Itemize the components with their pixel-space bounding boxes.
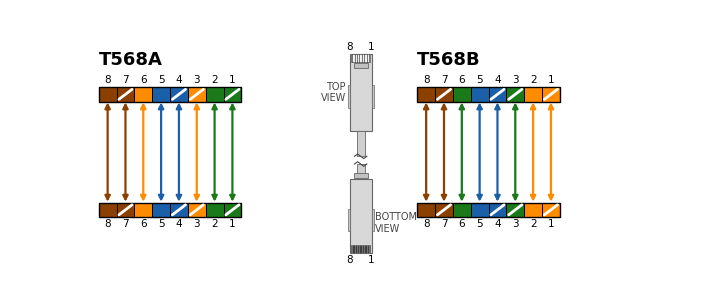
Bar [418, 87, 435, 102]
Text: 2: 2 [530, 75, 536, 85]
Text: 3: 3 [512, 75, 519, 85]
Bar [170, 203, 188, 217]
Bar [357, 131, 365, 156]
Bar [506, 203, 524, 217]
Text: 1: 1 [229, 219, 236, 229]
Bar [170, 87, 188, 102]
Bar [98, 203, 117, 217]
Text: 7: 7 [441, 219, 447, 229]
Text: 8: 8 [347, 255, 353, 265]
Text: 2: 2 [212, 219, 218, 229]
Bar [224, 87, 241, 102]
Text: 5: 5 [477, 219, 483, 229]
Bar [471, 203, 489, 217]
Bar [489, 87, 506, 102]
Bar [357, 164, 365, 179]
Text: 8: 8 [104, 219, 111, 229]
Text: 1: 1 [548, 75, 554, 85]
Bar [418, 203, 560, 217]
Bar [134, 87, 153, 102]
Text: 7: 7 [122, 75, 129, 85]
Text: 1: 1 [548, 219, 554, 229]
Text: 1: 1 [368, 42, 375, 51]
Bar [134, 203, 153, 217]
Text: 3: 3 [193, 75, 200, 85]
Bar [354, 173, 368, 178]
Bar [206, 203, 224, 217]
Bar [471, 87, 489, 102]
Bar [350, 179, 371, 253]
Text: 8: 8 [347, 42, 353, 51]
Text: 2: 2 [212, 75, 218, 85]
Bar [489, 203, 506, 217]
Text: T568B: T568B [418, 51, 481, 69]
Text: 1: 1 [368, 255, 375, 265]
Bar [435, 203, 453, 217]
Text: 8: 8 [423, 219, 430, 229]
Bar [418, 87, 560, 102]
Text: 6: 6 [458, 75, 465, 85]
Text: 3: 3 [193, 219, 200, 229]
Text: 6: 6 [140, 75, 147, 85]
Bar [371, 85, 374, 108]
Text: 4: 4 [176, 219, 182, 229]
Bar [153, 203, 170, 217]
Text: BOTTOM
VIEW: BOTTOM VIEW [375, 213, 418, 234]
Bar [206, 87, 224, 102]
Bar [98, 87, 117, 102]
Text: 1: 1 [229, 75, 236, 85]
Bar [224, 203, 241, 217]
Bar [371, 209, 374, 231]
Bar [418, 203, 435, 217]
Bar [98, 87, 241, 102]
Bar [453, 87, 471, 102]
Bar [188, 203, 206, 217]
Bar [347, 209, 350, 231]
Text: 7: 7 [122, 219, 129, 229]
Text: 5: 5 [157, 75, 165, 85]
Text: 4: 4 [494, 75, 501, 85]
Text: 6: 6 [458, 219, 465, 229]
Bar [117, 203, 134, 217]
Bar [506, 87, 524, 102]
Text: 3: 3 [512, 219, 519, 229]
Bar [354, 63, 368, 68]
Text: TOP
VIEW: TOP VIEW [321, 82, 346, 103]
Text: T568A: T568A [98, 51, 162, 69]
Text: 8: 8 [104, 75, 111, 85]
Bar [153, 87, 170, 102]
Text: 4: 4 [494, 219, 501, 229]
Bar [435, 87, 453, 102]
Bar [352, 54, 370, 62]
Text: 4: 4 [176, 75, 182, 85]
Bar [524, 87, 542, 102]
Bar [188, 87, 206, 102]
Text: 5: 5 [477, 75, 483, 85]
Bar [347, 85, 350, 108]
Bar [98, 203, 241, 217]
Text: 2: 2 [530, 219, 536, 229]
Bar [117, 87, 134, 102]
Text: 5: 5 [157, 219, 165, 229]
Text: 6: 6 [140, 219, 147, 229]
Bar [453, 203, 471, 217]
Bar [352, 245, 370, 253]
Bar [542, 203, 560, 217]
Text: 7: 7 [441, 75, 447, 85]
Text: 8: 8 [423, 75, 430, 85]
Bar [524, 203, 542, 217]
Bar [542, 87, 560, 102]
Bar [350, 54, 371, 131]
